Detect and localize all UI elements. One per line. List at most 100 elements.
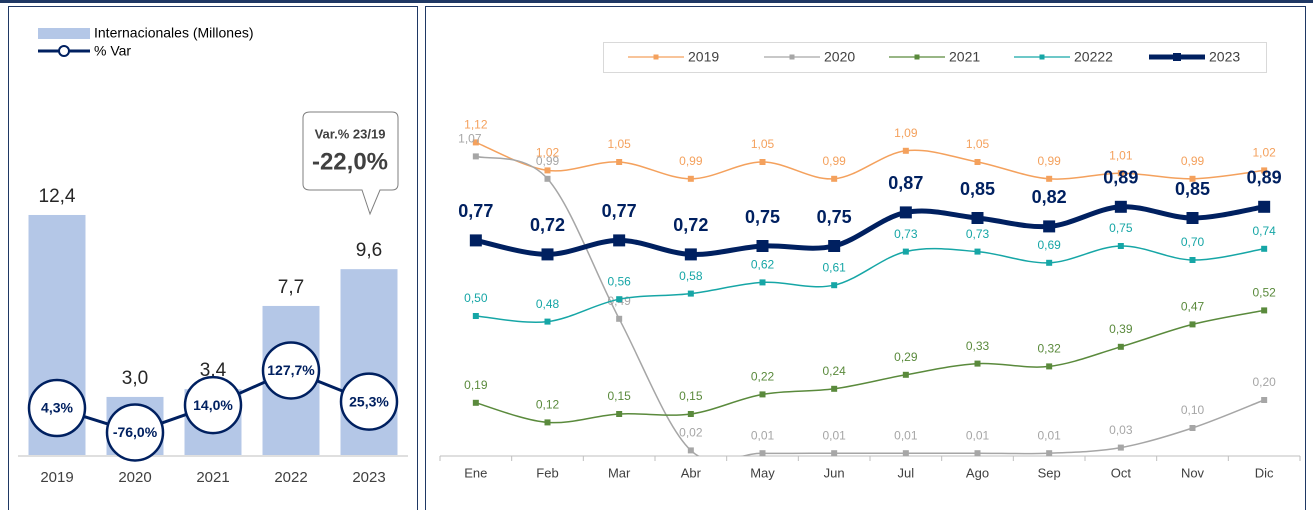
data-label: 0,32 <box>1037 342 1061 356</box>
line-value-label: 4,3% <box>41 400 73 416</box>
data-label: 0,62 <box>751 258 775 272</box>
line <box>475 141 1265 180</box>
data-label: 1,12 <box>464 118 488 132</box>
data-label: 0,99 <box>536 154 560 168</box>
data-label: 0,99 <box>1037 154 1061 168</box>
line-marker <box>541 248 554 261</box>
data-label: 0,56 <box>607 274 631 288</box>
line-marker <box>27 378 87 438</box>
line-marker <box>1189 257 1196 263</box>
line-marker <box>1046 363 1053 370</box>
line-marker <box>472 139 479 146</box>
line-marker <box>616 159 623 165</box>
legend-label: 2023 <box>1209 49 1240 65</box>
data-label: 0,48 <box>536 297 560 311</box>
data-label: 0,02 <box>679 426 703 440</box>
line-marker <box>687 411 694 417</box>
x-tick-label: 2023 <box>352 469 385 486</box>
panel-right <box>425 6 1306 510</box>
legend-swatch <box>58 45 70 57</box>
line-marker <box>756 240 769 252</box>
bar-value-label: 7,7 <box>278 277 304 298</box>
line-marker <box>105 403 165 462</box>
data-label: 0,77 <box>458 201 493 221</box>
line-marker <box>613 234 626 247</box>
legend-swatch <box>653 54 659 60</box>
line-marker <box>971 212 984 224</box>
x-tick-label: Abr <box>681 465 702 480</box>
line-marker <box>544 419 551 426</box>
line-marker <box>472 153 479 160</box>
line <box>475 204 1265 257</box>
top-rule <box>0 0 1313 3</box>
line-marker <box>1261 397 1268 403</box>
data-label: 0,24 <box>822 364 846 378</box>
line-marker <box>1186 212 1199 224</box>
data-label: 1,02 <box>536 146 560 160</box>
line-marker <box>974 360 981 367</box>
data-label: 0,87 <box>888 173 923 193</box>
data-label: 0,70 <box>1181 235 1205 249</box>
line-marker <box>1117 444 1124 451</box>
x-tick-label: Feb <box>536 465 558 480</box>
data-label: 1,05 <box>966 137 990 151</box>
data-label: 0,01 <box>894 428 918 442</box>
line-marker <box>687 290 694 297</box>
legend-label: 2020 <box>824 49 855 65</box>
data-label: 0,20 <box>1252 375 1276 389</box>
line-marker <box>684 248 697 261</box>
monthly-chart: Ene Feb Mar Abr May Jun Jul Ago Sep Oct Nov Dic 2019… <box>439 42 1301 480</box>
line-marker <box>828 240 841 252</box>
x-tick-label: May <box>750 465 775 480</box>
data-label: 1,02 <box>1252 146 1276 160</box>
line-marker <box>1046 450 1053 457</box>
line-marker <box>759 391 766 398</box>
data-label: 0,85 <box>1175 179 1210 199</box>
legend-label: 2019 <box>688 49 719 65</box>
line-value-label: -76,0% <box>113 424 158 440</box>
line-marker <box>1258 200 1271 213</box>
data-label: 0,12 <box>536 398 560 412</box>
x-tick-label: Ene <box>464 465 487 480</box>
data-label: 0,85 <box>960 179 995 199</box>
line-marker <box>759 159 766 165</box>
line-marker <box>687 447 694 454</box>
data-label: 1,09 <box>894 126 918 140</box>
panel-left <box>8 6 418 510</box>
data-label: 0,61 <box>822 260 846 274</box>
data-label: 0,47 <box>1181 300 1205 314</box>
line-marker <box>974 248 981 255</box>
annual-chart: Internacionales (Millones) % Var 2019 2020 2… <box>18 25 408 486</box>
data-label: 1,05 <box>607 137 631 151</box>
bar-value-label: 12,4 <box>39 186 76 207</box>
x-tick-label: Sep <box>1038 465 1061 480</box>
data-label: 0,01 <box>751 428 775 442</box>
line-marker <box>339 372 399 431</box>
legend-swatch <box>1039 54 1045 60</box>
data-label: 0,29 <box>894 350 918 364</box>
legend-swatch <box>1173 53 1181 61</box>
data-label: 0,74 <box>1252 224 1276 238</box>
line-marker <box>1261 307 1268 314</box>
data-label: 0,75 <box>1109 221 1133 235</box>
x-tick-label: Oct <box>1111 465 1132 480</box>
line <box>475 155 1265 456</box>
line <box>475 245 1265 323</box>
data-label: 0,99 <box>679 154 703 168</box>
data-label: 0,72 <box>530 215 565 235</box>
x-tick-label: Ago <box>966 465 989 480</box>
legend-swatch <box>38 28 90 39</box>
line-value-label: 25,3% <box>349 393 389 409</box>
line-marker <box>831 175 838 182</box>
line-marker <box>616 411 623 417</box>
data-label: 0,89 <box>1247 168 1282 188</box>
line <box>475 309 1265 424</box>
data-label: 0,99 <box>822 154 846 168</box>
line-marker <box>1189 425 1196 431</box>
data-label: 0,33 <box>966 339 990 353</box>
line-marker <box>1189 175 1196 182</box>
line-marker <box>1046 259 1053 266</box>
data-label: 0,69 <box>1037 238 1061 252</box>
data-label: 0,72 <box>673 215 708 235</box>
